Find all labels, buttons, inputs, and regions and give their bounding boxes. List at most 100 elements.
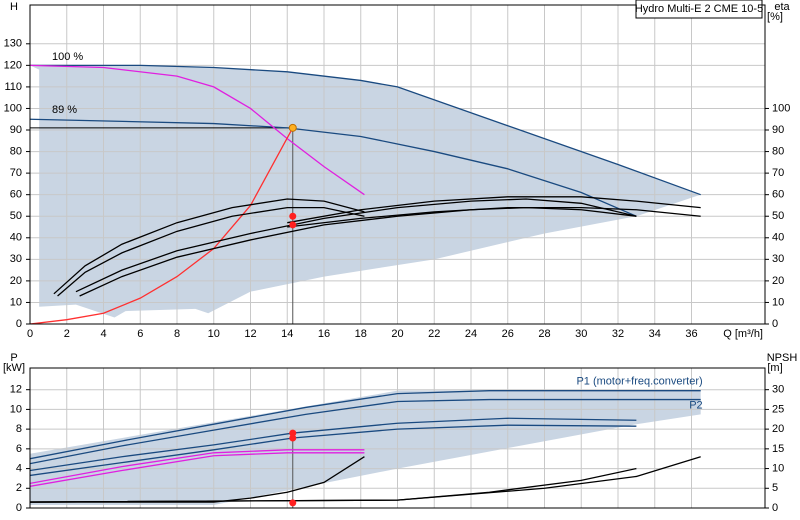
curve [287, 206, 701, 228]
curve [30, 64, 365, 196]
y-tick-label: 4 [16, 462, 22, 474]
curve [30, 390, 701, 460]
y-tick-label: 110 [4, 81, 22, 93]
y-tick-label: 0 [16, 502, 22, 514]
y-tick-label: 90 [10, 124, 22, 136]
annotation: 100 % [52, 51, 83, 63]
y2-tick-label: 0 [772, 502, 778, 514]
y-tick-label: 2 [16, 482, 22, 494]
curve [30, 456, 365, 503]
y-axis-label: H [10, 1, 18, 13]
y-axis-unit: [kW] [3, 362, 25, 374]
y2-axis-unit: [m] [767, 362, 782, 374]
curve [30, 449, 365, 484]
plot-frame [29, 4, 766, 325]
y2-tick-label: 25 [772, 403, 784, 415]
y-tick-label: 50 [10, 210, 22, 222]
x-tick-label: 4 [100, 328, 106, 340]
x-tick-label: 0 [27, 328, 33, 340]
x-tick-label: 8 [174, 328, 180, 340]
y2-tick-label: 80 [772, 145, 784, 157]
point [289, 212, 297, 220]
y-tick-label: 70 [10, 167, 22, 179]
curve [30, 452, 365, 487]
y2-axis-unit: [%] [767, 11, 783, 23]
x-tick-label: 20 [391, 328, 403, 340]
x-tick-label: 34 [649, 328, 661, 340]
y-tick-label: 8 [16, 423, 22, 435]
y-axis-label: P [10, 352, 17, 364]
point [289, 429, 297, 437]
y2-tick-label: 40 [772, 232, 784, 244]
y2-tick-label: 70 [772, 167, 784, 179]
x-tick-label: 26 [502, 328, 514, 340]
plot-area [30, 368, 765, 508]
curve [30, 118, 637, 217]
y-tick-label: 120 [4, 59, 22, 71]
y2-tick-label: 90 [772, 124, 784, 136]
point [289, 221, 297, 229]
point [288, 123, 297, 132]
curve [79, 206, 637, 297]
curve [30, 127, 294, 324]
x-tick-label: 36 [685, 328, 697, 340]
y-tick-label: 20 [10, 275, 22, 287]
chart-title: Hydro Multi-E 2 CME 10-5 [635, 3, 763, 15]
y2-axis-label: NPSH [767, 352, 798, 364]
point [289, 434, 297, 442]
curve [287, 196, 701, 224]
y-tick-label: 30 [10, 253, 22, 265]
curve [57, 206, 365, 297]
annotation: 89 % [52, 104, 77, 116]
x-tick-label: 28 [538, 328, 550, 340]
curve [75, 198, 637, 293]
y-tick-label: 80 [10, 145, 22, 157]
x-tick-label: 14 [281, 328, 293, 340]
y2-tick-label: 100 [772, 102, 790, 114]
y2-tick-label: 15 [772, 443, 784, 455]
y2-tick-label: 5 [772, 482, 778, 494]
plot-frame [29, 367, 766, 509]
y-tick-label: 0 [16, 318, 22, 330]
x-tick-label: 6 [137, 328, 143, 340]
y-tick-label: 10 [10, 296, 22, 308]
y-tick-label: 6 [16, 443, 22, 455]
y2-tick-label: 0 [772, 318, 778, 330]
y2-tick-label: 60 [772, 189, 784, 201]
y2-tick-label: 30 [772, 384, 784, 396]
curve [53, 198, 365, 295]
y2-tick-label: 30 [772, 253, 784, 265]
x-tick-label: 16 [318, 328, 330, 340]
y-tick-label: 12 [10, 384, 22, 396]
y-tick-label: 100 [4, 102, 22, 114]
x-tick-label: 32 [612, 328, 624, 340]
title-box [635, 0, 763, 19]
x-tick-label: 18 [355, 328, 367, 340]
x-tick-label: 24 [465, 328, 477, 340]
curve-label: P1 (motor+freq.converter) [576, 376, 702, 388]
x-axis-label: Q [m³/h] [723, 328, 763, 340]
curve [30, 398, 701, 465]
x-tick-label: 22 [428, 328, 440, 340]
y-tick-label: 40 [10, 232, 22, 244]
curve-label: P2 [689, 399, 702, 411]
y-tick-label: 10 [10, 403, 22, 415]
operating-range [30, 65, 701, 318]
y2-tick-label: 50 [772, 210, 784, 222]
x-tick-label: 12 [244, 328, 256, 340]
plot-area [30, 5, 765, 324]
x-tick-label: 10 [208, 328, 220, 340]
y2-tick-label: 20 [772, 423, 784, 435]
x-tick-label: 2 [64, 328, 70, 340]
y2-tick-label: 10 [772, 462, 784, 474]
x-tick-label: 30 [575, 328, 587, 340]
curve [30, 64, 701, 196]
y-tick-label: 130 [4, 38, 22, 50]
y2-tick-label: 10 [772, 296, 784, 308]
curve [30, 456, 701, 503]
y2-tick-label: 20 [772, 275, 784, 287]
point [289, 499, 297, 507]
y2-axis-label: eta [774, 1, 790, 13]
y-tick-label: 60 [10, 189, 22, 201]
